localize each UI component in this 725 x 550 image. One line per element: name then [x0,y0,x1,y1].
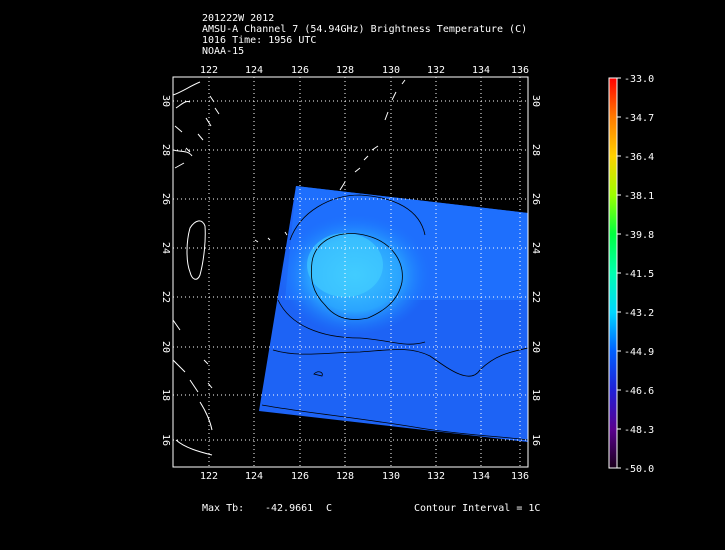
lon-tick-bottom: 134 [472,471,490,482]
lat-tick-left: 24 [160,242,171,254]
map-frame [172,76,529,468]
lat-labels-right: 16 18 20 22 24 26 28 30 [530,95,541,446]
lat-tick-right: 24 [530,242,541,254]
max-tb-label: Max Tb: [202,503,245,514]
lon-tick-bottom: 128 [336,471,354,482]
lat-tick-right: 22 [530,291,541,303]
lon-tick-top: 132 [427,65,445,76]
title-line-4: NOAA-15 [202,46,245,57]
colorbar [608,77,618,469]
lon-tick-bottom: 124 [245,471,263,482]
lon-tick-top: 128 [336,65,354,76]
colorbar-label: -48.3 [624,425,654,436]
colorbar-label: -36.4 [624,152,654,163]
graticule [173,77,528,467]
lat-tick-left: 26 [160,193,171,205]
lon-tick-top: 136 [511,65,529,76]
colorbar-label: -41.5 [624,269,654,280]
lat-tick-left: 22 [160,291,171,303]
colorbar-label: -44.9 [624,347,654,358]
lon-tick-bottom: 132 [427,471,445,482]
lon-tick-bottom: 136 [511,471,529,482]
colorbar-label: -33.0 [624,74,654,85]
lon-labels-bottom: 122 124 126 128 130 132 134 136 [200,471,529,482]
lat-tick-left: 18 [160,389,171,401]
title-line-1: 201222W 2012 [202,13,275,24]
lat-tick-right: 30 [530,95,541,107]
colorbar-label: -46.6 [624,386,654,397]
lat-tick-right: 20 [530,341,541,353]
lon-tick-bottom: 122 [200,471,218,482]
colorbar-labels: -33.0 -34.7 -36.4 -38.1 -39.8 -41.5 -43.… [624,74,654,475]
colorbar-label: -38.1 [624,191,654,202]
colorbar-label: -50.0 [624,464,654,475]
lat-tick-right: 26 [530,193,541,205]
lon-tick-top: 126 [291,65,309,76]
colorbar-label: -34.7 [624,113,654,124]
brightness-swath [259,186,528,442]
lat-tick-left: 30 [160,95,171,107]
title-line-2: AMSU-A Channel 7 (54.94GHz) Brightness T… [202,24,528,35]
lon-tick-top: 122 [200,65,218,76]
lat-tick-right: 28 [530,144,541,156]
title-line-3: 1016 Time: 1956 UTC [202,35,317,46]
colorbar-label: -39.8 [624,230,654,241]
lon-tick-top: 130 [382,65,400,76]
max-tb-unit: C [326,503,333,514]
coastlines [173,79,406,456]
contour-interval: Contour Interval = 1C [414,503,541,514]
lon-tick-top: 124 [245,65,263,76]
lat-labels-left: 16 18 20 22 24 26 28 30 [160,95,171,446]
lon-tick-bottom: 126 [291,471,309,482]
max-tb-value: -42.9661 [265,503,314,514]
lat-tick-right: 18 [530,389,541,401]
lat-tick-left: 16 [160,434,171,446]
colorbar-label: -43.2 [624,308,654,319]
lat-tick-left: 20 [160,341,171,353]
lat-tick-left: 28 [160,144,171,156]
lon-tick-bottom: 130 [382,471,400,482]
lon-labels-top: 122 124 126 128 130 132 134 136 [200,65,529,76]
lat-tick-right: 16 [530,434,541,446]
lon-tick-top: 134 [472,65,490,76]
colorbar-ticks [617,77,621,469]
